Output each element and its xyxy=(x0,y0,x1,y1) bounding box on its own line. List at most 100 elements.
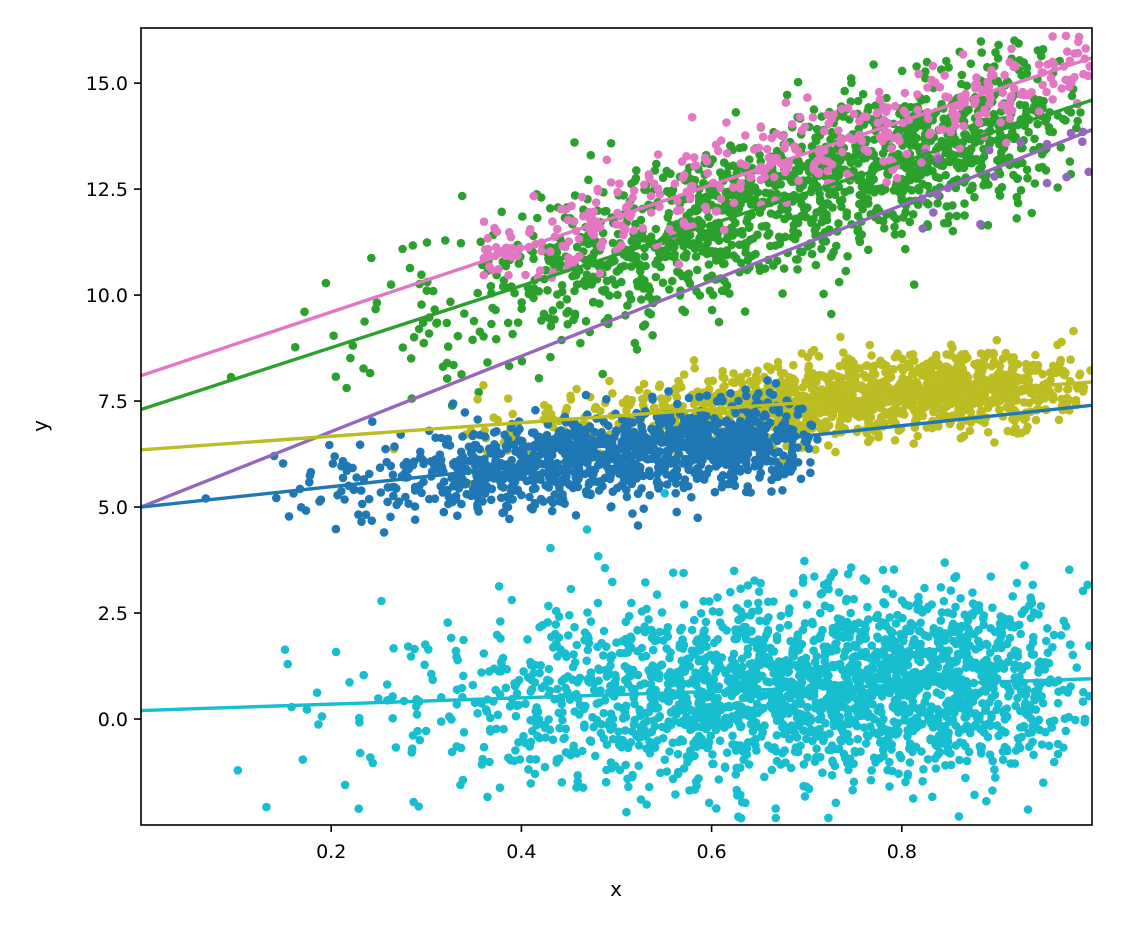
data-point xyxy=(1023,422,1032,432)
data-point xyxy=(974,118,984,127)
data-point xyxy=(853,224,863,234)
data-point xyxy=(416,447,425,457)
data-point xyxy=(290,342,300,352)
data-point xyxy=(375,463,385,473)
data-point xyxy=(897,66,907,76)
data-point xyxy=(819,289,828,299)
data-point xyxy=(634,385,644,395)
data-point xyxy=(854,234,864,243)
data-point xyxy=(483,792,492,802)
data-point xyxy=(340,495,349,504)
data-point xyxy=(780,418,790,427)
data-point xyxy=(489,413,499,422)
data-point xyxy=(503,244,512,253)
data-point xyxy=(448,399,458,408)
data-point xyxy=(517,304,526,314)
data-point xyxy=(955,755,964,765)
data-point xyxy=(612,483,622,493)
data-point xyxy=(738,230,747,239)
data-point xyxy=(654,382,664,392)
data-point xyxy=(479,332,488,341)
data-point xyxy=(1038,80,1047,90)
data-point xyxy=(789,360,798,370)
data-point xyxy=(441,236,450,245)
data-point xyxy=(815,189,824,199)
data-point xyxy=(556,204,566,214)
data-point xyxy=(496,617,505,626)
data-point xyxy=(519,449,528,458)
data-point xyxy=(698,456,707,465)
data-point xyxy=(890,101,900,111)
data-point xyxy=(553,290,562,299)
data-point xyxy=(676,433,685,442)
data-point xyxy=(562,295,572,304)
data-point xyxy=(991,48,1000,57)
data-point xyxy=(743,255,753,265)
data-point xyxy=(476,237,486,247)
data-point xyxy=(755,150,764,160)
data-point xyxy=(652,159,661,169)
data-point xyxy=(651,430,660,440)
data-point xyxy=(754,143,764,153)
data-point xyxy=(716,392,726,402)
data-point xyxy=(779,132,788,141)
data-point xyxy=(775,239,785,249)
data-point xyxy=(656,262,665,272)
data-point xyxy=(497,472,507,482)
data-point xyxy=(890,230,900,239)
data-point xyxy=(687,492,696,502)
data-point xyxy=(990,765,999,774)
data-point xyxy=(608,238,618,248)
data-point xyxy=(869,361,879,371)
data-point xyxy=(997,182,1007,192)
data-point xyxy=(330,452,340,461)
data-point xyxy=(695,291,705,300)
data-point xyxy=(736,258,746,268)
data-point xyxy=(534,373,544,383)
data-point xyxy=(622,406,631,415)
data-point xyxy=(960,130,969,139)
data-point xyxy=(673,399,682,409)
data-point xyxy=(1024,127,1033,137)
data-point xyxy=(649,179,659,188)
data-point xyxy=(925,130,934,139)
data-point xyxy=(508,409,517,419)
data-point xyxy=(789,588,798,598)
data-point xyxy=(464,442,474,452)
data-point xyxy=(1042,87,1051,97)
data-point xyxy=(1070,49,1079,58)
data-point xyxy=(883,410,892,420)
data-point xyxy=(417,300,426,309)
data-point xyxy=(955,358,964,367)
data-point xyxy=(499,483,508,492)
data-point xyxy=(622,492,632,502)
data-point xyxy=(598,286,607,295)
data-point xyxy=(300,307,309,317)
data-point xyxy=(491,442,501,451)
data-point xyxy=(386,280,396,289)
data-point xyxy=(1048,127,1058,137)
data-point xyxy=(664,435,673,445)
data-point xyxy=(1057,84,1066,93)
data-point xyxy=(892,214,901,224)
data-point xyxy=(632,345,642,354)
data-point xyxy=(710,414,719,423)
data-point xyxy=(867,351,876,360)
data-point xyxy=(874,215,883,225)
data-point xyxy=(853,96,863,106)
data-point xyxy=(453,331,463,341)
data-point xyxy=(936,362,945,372)
data-point xyxy=(736,416,745,426)
data-point xyxy=(514,259,524,268)
data-point xyxy=(473,288,483,298)
data-point xyxy=(812,378,821,387)
data-point xyxy=(1078,387,1088,396)
data-point xyxy=(382,457,392,467)
data-point xyxy=(553,258,563,267)
data-point xyxy=(548,217,557,226)
data-point xyxy=(491,305,500,315)
data-point xyxy=(694,192,704,201)
data-point xyxy=(680,170,689,180)
data-point xyxy=(958,432,967,442)
data-point xyxy=(848,408,858,418)
